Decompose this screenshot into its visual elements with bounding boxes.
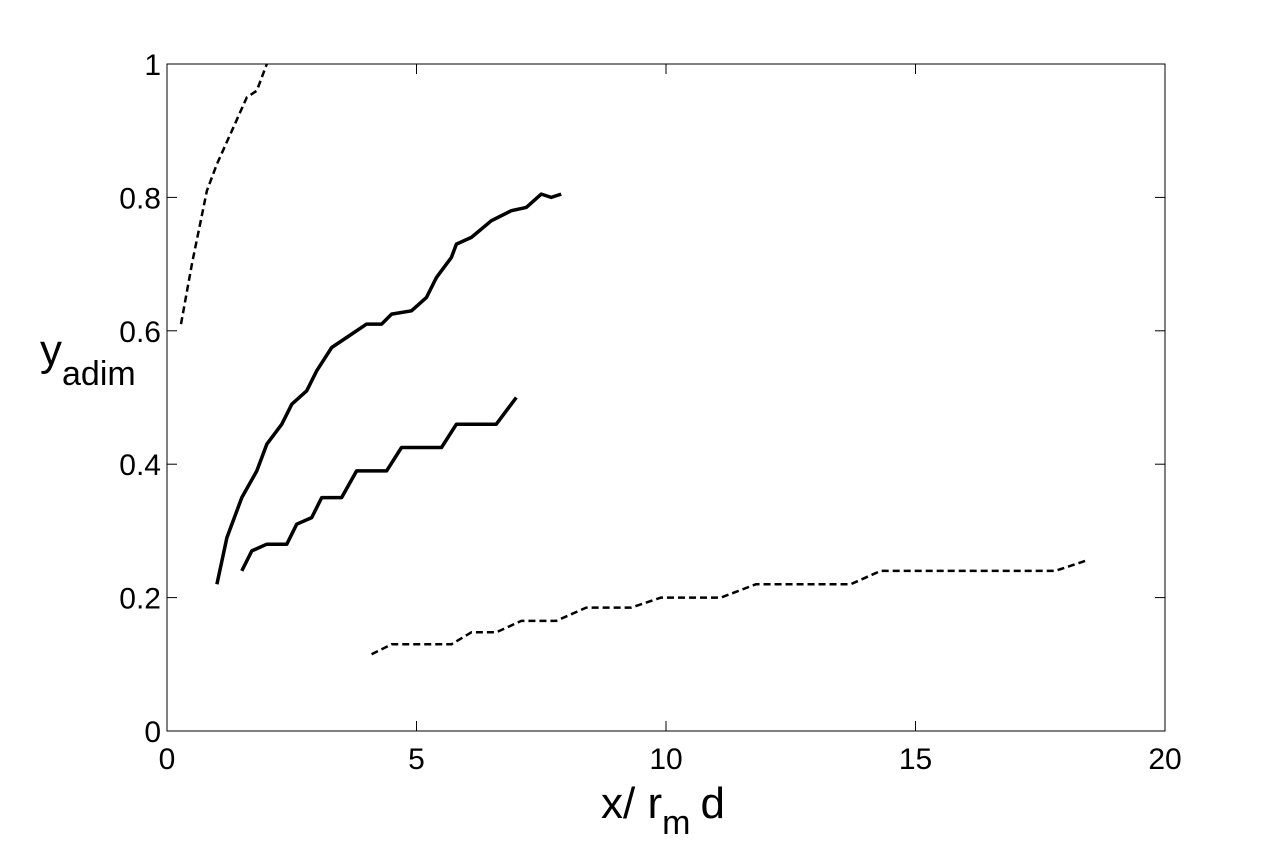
y-tick-label: 0.4 [119, 449, 161, 482]
y-tick-label: 0.8 [119, 182, 161, 215]
plot-box [166, 63, 1166, 732]
x-tick-label: 20 [1148, 743, 1181, 776]
x-tick-label: 15 [899, 743, 932, 776]
y-axis-label: yadim [40, 326, 136, 393]
y-tick-label: 0.2 [119, 583, 161, 616]
y-tick-label: 1 [144, 49, 161, 82]
data-line [240, 396, 518, 572]
y-tick-label: 0.6 [119, 316, 161, 349]
y-label-subscript: adim [62, 355, 136, 393]
x-label-subscript: m [662, 804, 690, 842]
x-tick-label: 10 [649, 743, 682, 776]
data-line [371, 559, 1086, 656]
y-label-part: y [40, 326, 62, 375]
x-tick-label: 5 [408, 743, 425, 776]
data-line [179, 63, 268, 325]
x-label-part: d [700, 779, 724, 828]
x-tick-label: 0 [159, 743, 176, 776]
x-axis-label: x/ rm d [601, 779, 725, 842]
data-line [215, 192, 562, 585]
x-label-part: x/ r [601, 779, 662, 828]
y-tick-label: 0 [144, 716, 161, 749]
